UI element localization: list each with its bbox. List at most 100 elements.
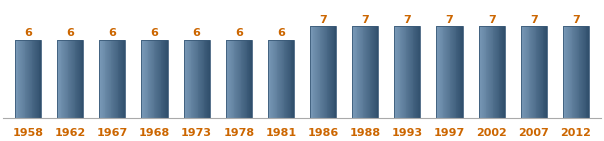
Bar — [71, 40, 72, 118]
Bar — [123, 40, 124, 118]
Bar — [534, 27, 535, 118]
Bar — [586, 27, 587, 118]
Bar — [400, 27, 401, 118]
Bar — [361, 27, 362, 118]
Bar — [102, 40, 103, 118]
Bar — [272, 40, 273, 118]
Bar — [397, 27, 398, 118]
Bar — [528, 27, 530, 118]
Bar — [587, 27, 588, 118]
Bar — [158, 40, 159, 118]
Bar — [16, 40, 17, 118]
Bar — [370, 27, 371, 118]
Bar — [414, 27, 415, 118]
Bar — [58, 40, 59, 118]
Bar — [407, 27, 408, 118]
Bar — [116, 40, 117, 118]
Bar — [415, 27, 416, 118]
Bar — [187, 40, 188, 118]
Bar — [229, 40, 230, 118]
Bar — [244, 40, 245, 118]
Text: 6: 6 — [66, 28, 74, 38]
Bar — [564, 27, 565, 118]
Bar — [410, 27, 411, 118]
Bar — [447, 27, 448, 118]
Bar — [105, 40, 106, 118]
Bar — [188, 40, 189, 118]
Bar — [330, 27, 331, 118]
Bar — [411, 27, 412, 118]
Bar — [546, 27, 547, 118]
Bar — [151, 40, 152, 118]
Bar — [324, 27, 325, 118]
Bar — [445, 27, 446, 118]
Bar — [419, 27, 420, 118]
Bar — [316, 27, 317, 118]
Bar — [521, 27, 547, 118]
Bar — [163, 40, 164, 118]
Bar — [494, 27, 495, 118]
Bar — [33, 40, 34, 118]
Bar — [521, 27, 522, 118]
Bar — [108, 40, 109, 118]
Bar — [17, 40, 18, 118]
Bar — [320, 27, 321, 118]
Bar — [401, 27, 402, 118]
Bar — [325, 27, 326, 118]
Bar — [164, 40, 165, 118]
Bar — [202, 40, 203, 118]
Bar — [268, 40, 269, 118]
Bar — [248, 40, 249, 118]
Bar — [206, 40, 207, 118]
Bar — [580, 27, 581, 118]
Bar — [233, 40, 234, 118]
Bar — [577, 27, 579, 118]
Bar — [234, 40, 236, 118]
Bar — [40, 40, 41, 118]
Bar — [581, 27, 582, 118]
Bar — [412, 27, 413, 118]
Bar — [237, 40, 238, 118]
Bar — [155, 40, 156, 118]
Bar — [23, 40, 24, 118]
Bar — [80, 40, 81, 118]
Bar — [161, 40, 162, 118]
Bar — [117, 40, 118, 118]
Bar — [99, 40, 126, 118]
Bar — [326, 27, 327, 118]
Text: 7: 7 — [530, 15, 538, 25]
Bar — [149, 40, 150, 118]
Bar — [315, 27, 316, 118]
Bar — [478, 27, 480, 118]
Bar — [64, 40, 65, 118]
Bar — [192, 40, 193, 118]
Bar — [356, 27, 358, 118]
Bar — [113, 40, 114, 118]
Bar — [451, 27, 452, 118]
Bar — [493, 27, 494, 118]
Bar — [454, 27, 455, 118]
Bar — [208, 40, 209, 118]
Bar — [144, 40, 145, 118]
Bar — [574, 27, 575, 118]
Bar — [442, 27, 443, 118]
Bar — [77, 40, 78, 118]
Bar — [112, 40, 113, 118]
Bar — [228, 40, 229, 118]
Bar — [198, 40, 199, 118]
Bar — [240, 40, 242, 118]
Bar — [59, 40, 60, 118]
Bar — [249, 40, 250, 118]
Bar — [496, 27, 497, 118]
Bar — [72, 40, 73, 118]
Bar — [30, 40, 31, 118]
Bar — [243, 40, 244, 118]
Bar — [358, 27, 359, 118]
Bar — [285, 40, 286, 118]
Bar — [335, 27, 336, 118]
Bar — [440, 27, 441, 118]
Bar — [231, 40, 232, 118]
Bar — [34, 40, 35, 118]
Bar — [109, 40, 110, 118]
Bar — [200, 40, 201, 118]
